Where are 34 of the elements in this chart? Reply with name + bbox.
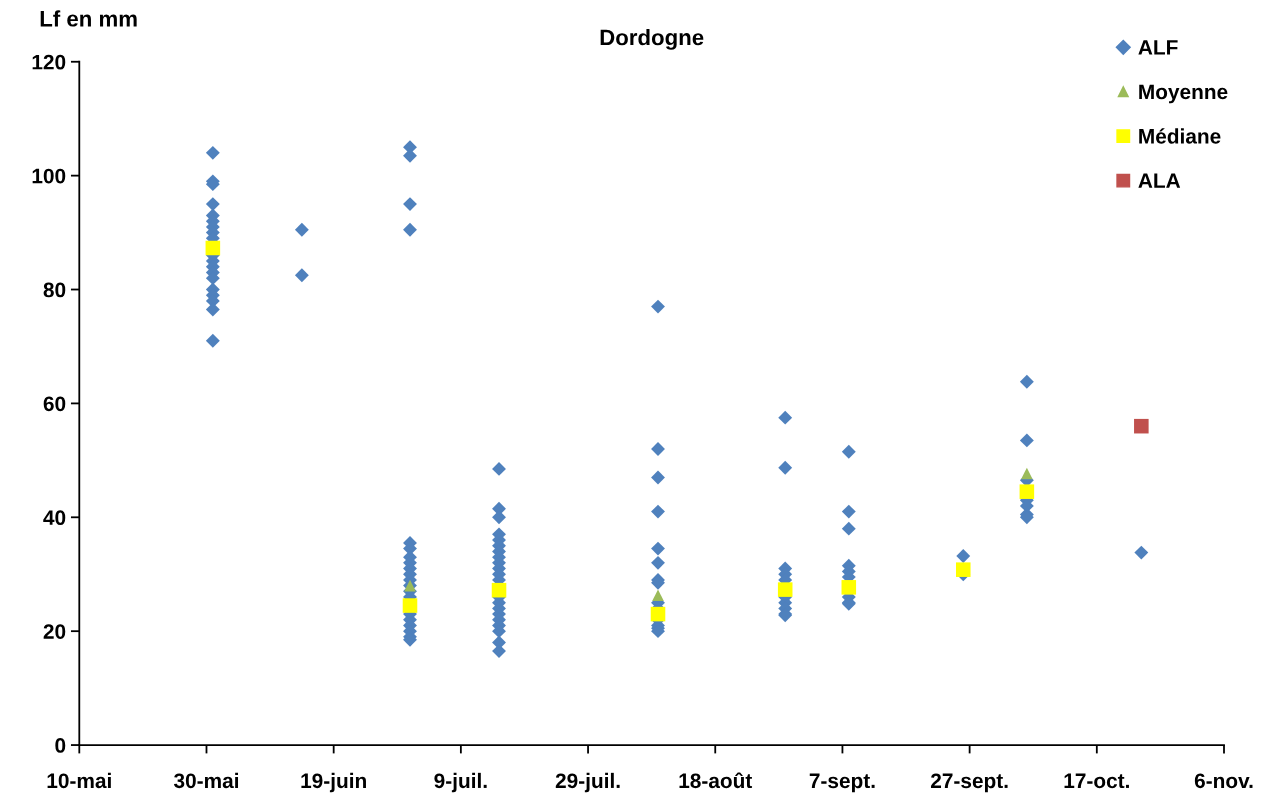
x-tick-label: 18-août <box>679 772 753 789</box>
y-tick-label: 80 <box>43 282 66 298</box>
point <box>402 598 418 613</box>
y-tick-label: 120 <box>32 54 66 70</box>
point <box>491 582 507 598</box>
point <box>777 582 793 597</box>
y-tick-label: 100 <box>32 168 66 184</box>
point <box>841 580 857 595</box>
legend-label: Moyenne <box>1139 84 1228 104</box>
y-tick-label: 60 <box>43 396 66 412</box>
x-tick-label: 6-nov. <box>1194 773 1253 789</box>
y-axis-title: Lf en mm <box>40 10 137 27</box>
x-tick-label: 19-juin <box>301 772 366 793</box>
x-tick-label: 7-sept. <box>809 773 875 793</box>
point <box>650 606 666 622</box>
legend-label: ALA <box>1138 173 1181 188</box>
x-tick-label: 9-juil. <box>434 772 487 793</box>
point <box>205 240 221 256</box>
x-tick-label: 10-mai <box>47 772 111 789</box>
legend-label: ALF <box>1138 40 1178 55</box>
point <box>652 589 664 602</box>
x-tick-label: 27-sept. <box>930 773 1008 793</box>
y-tick-label: 40 <box>43 510 66 526</box>
point <box>1019 484 1035 499</box>
y-tick-label: 0 <box>55 738 66 753</box>
legend-label: Médiane <box>1139 128 1221 144</box>
point <box>1134 418 1149 434</box>
x-tick-label: 30-mai <box>173 772 239 789</box>
x-tick-label: 17-oct. <box>1064 773 1129 789</box>
x-tick-label: 29-juil. <box>555 772 620 793</box>
point <box>1021 467 1033 480</box>
point <box>955 562 971 577</box>
y-tick-label: 20 <box>43 624 66 639</box>
chart-title: Dordogne <box>600 28 704 50</box>
